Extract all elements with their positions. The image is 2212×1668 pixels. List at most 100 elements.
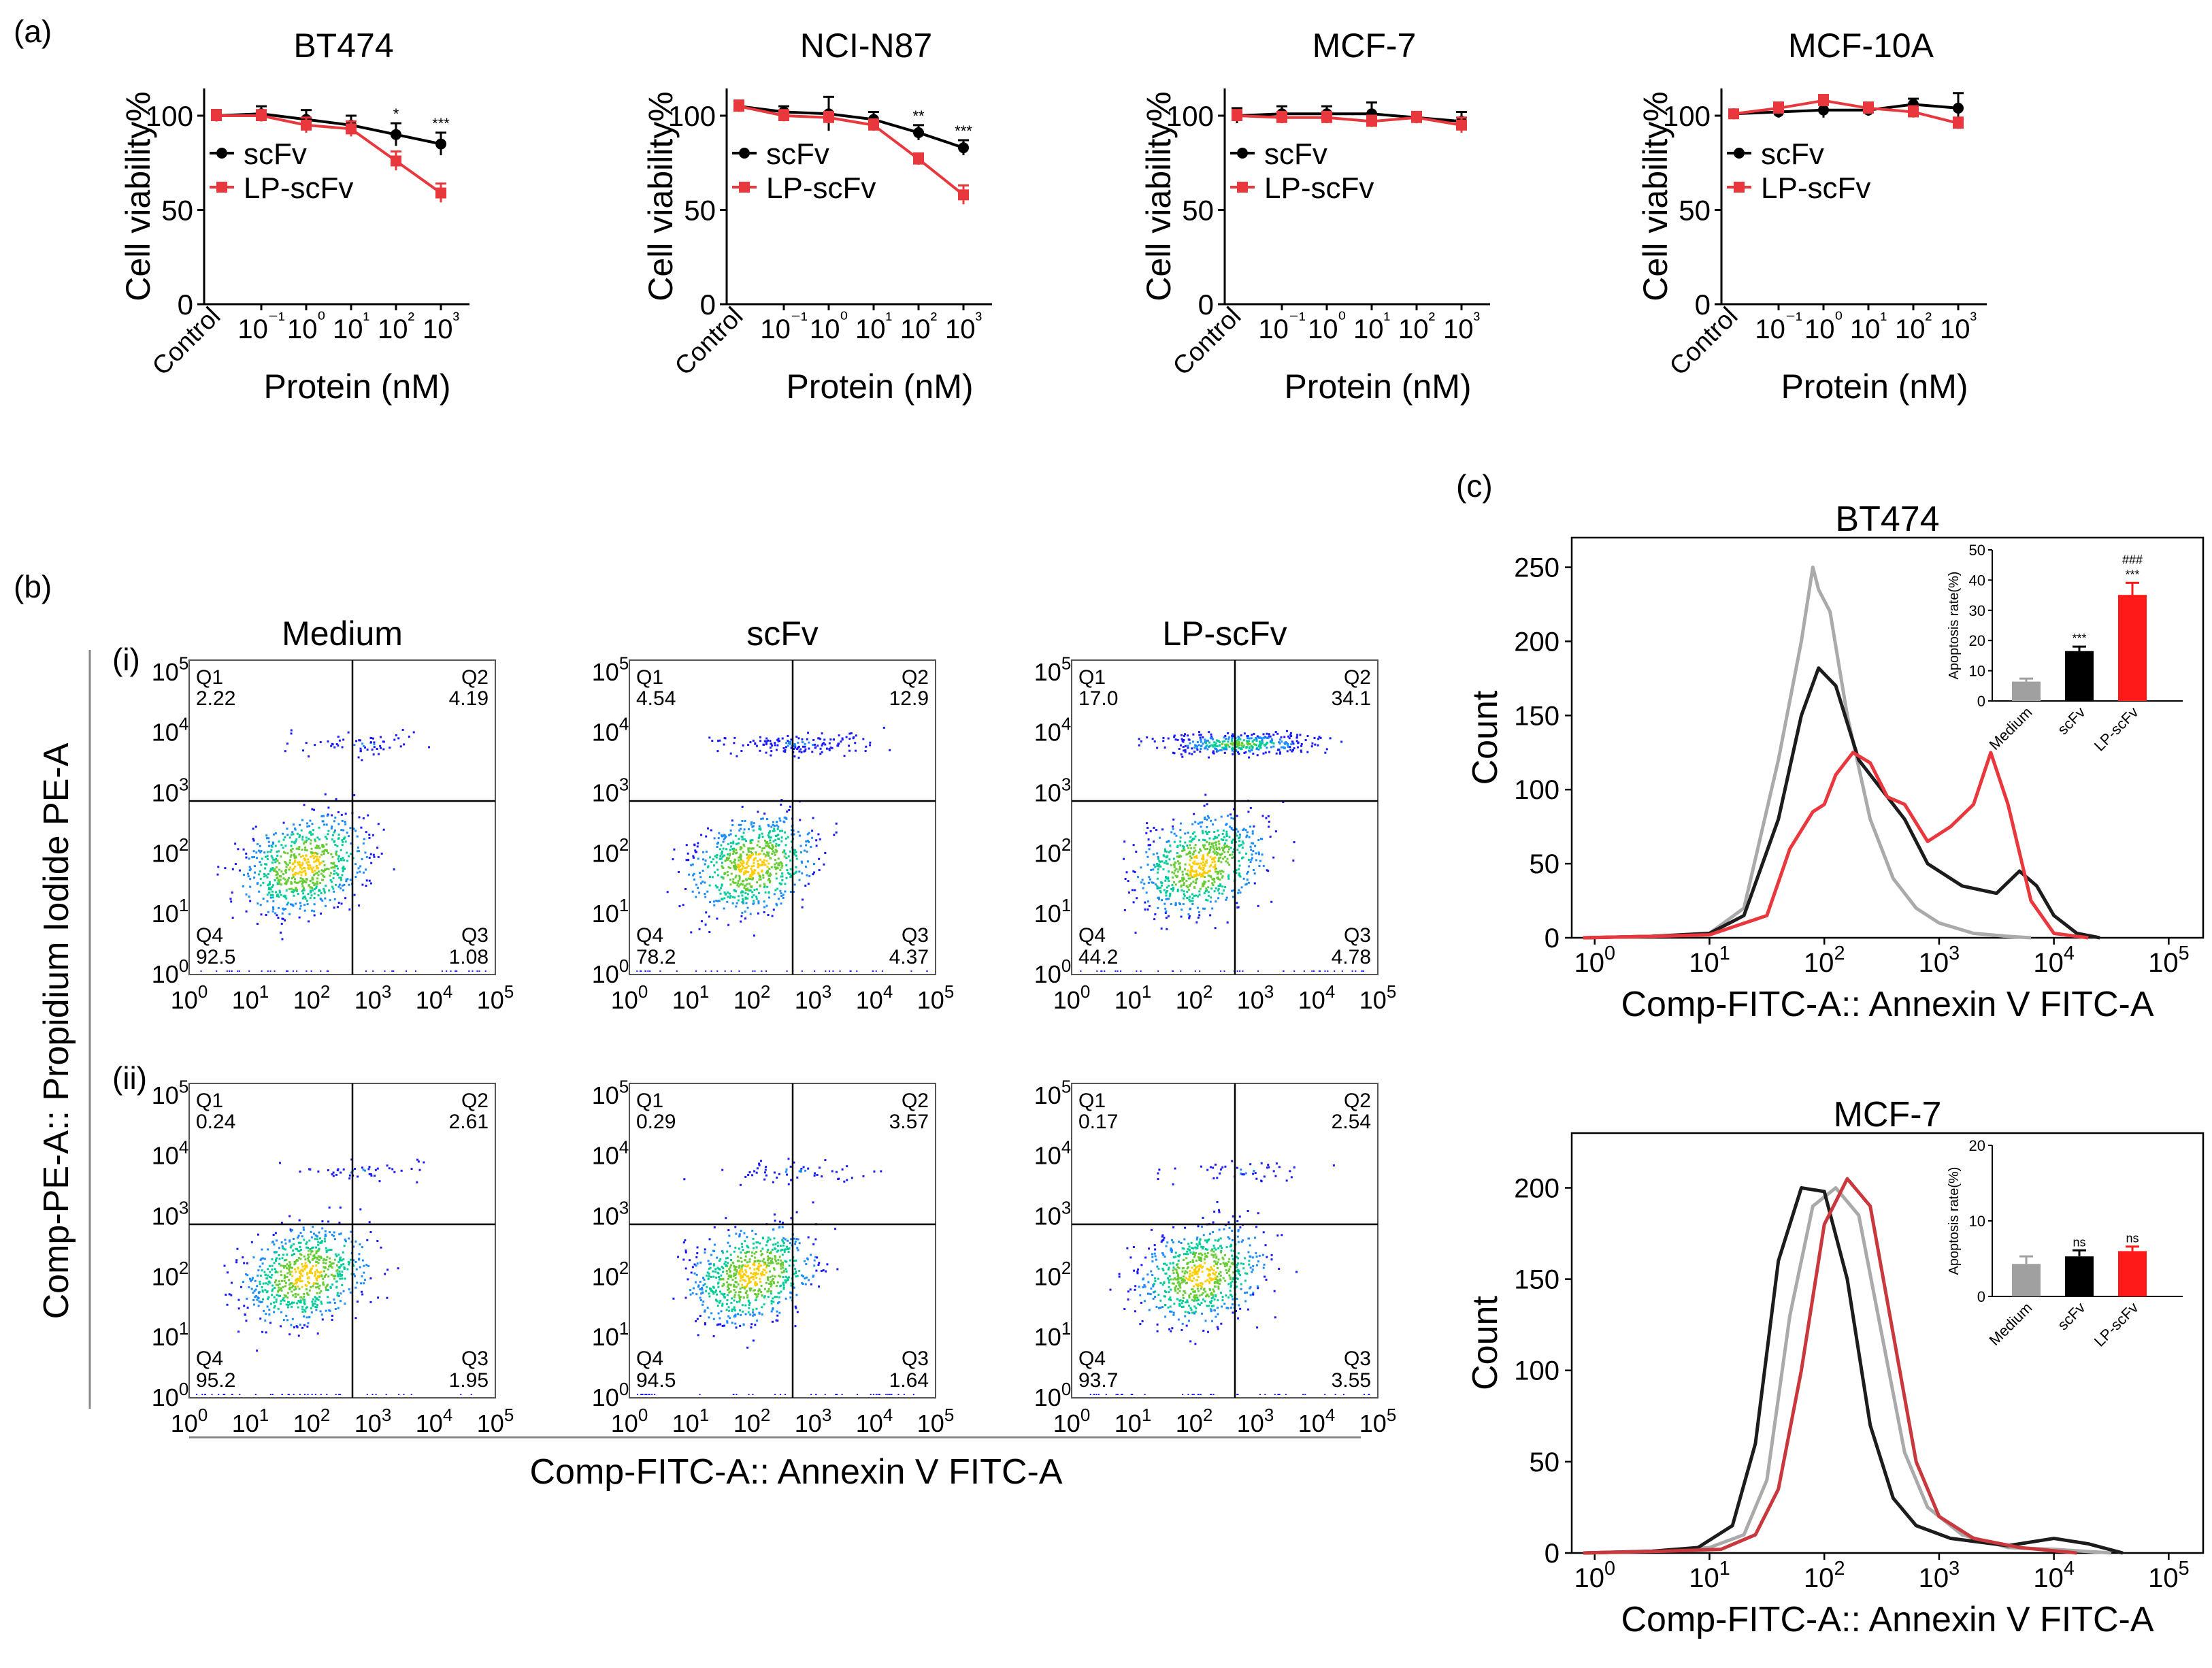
cell-dot xyxy=(1204,794,1207,796)
legend-marker xyxy=(739,182,750,193)
cell-dot xyxy=(1285,730,1288,732)
cell-dot xyxy=(693,878,696,881)
cell-dot xyxy=(793,883,796,886)
cell-dot xyxy=(717,1286,720,1288)
cell-dot xyxy=(1184,841,1187,844)
cell-dot xyxy=(328,1309,331,1311)
cell-dot xyxy=(770,1251,772,1254)
cell-dot xyxy=(808,840,810,843)
cell-dot xyxy=(303,1268,306,1271)
cell-dot xyxy=(369,882,372,885)
cell-dot xyxy=(770,754,772,757)
cell-dot xyxy=(249,1277,252,1280)
cell-dot xyxy=(298,1288,301,1290)
cell-dot xyxy=(295,1247,297,1250)
cell-dot xyxy=(1208,837,1211,840)
cell-dot xyxy=(729,841,732,844)
cell-dot xyxy=(1228,736,1231,739)
cell-dot xyxy=(327,833,329,836)
cell-dot xyxy=(282,877,285,880)
cell-dot xyxy=(808,874,811,877)
x-tick-label: 102 xyxy=(733,983,770,1014)
cell-dot xyxy=(310,839,312,842)
cell-dot xyxy=(301,889,304,892)
quadrant-value-q2: 2.61 xyxy=(449,1111,489,1133)
cell-dot xyxy=(298,1277,301,1280)
cell-dot xyxy=(756,1295,759,1298)
cell-dot xyxy=(358,1258,361,1260)
cell-dot xyxy=(712,1249,714,1252)
cell-dot xyxy=(797,737,800,740)
cell-dot xyxy=(1166,840,1168,843)
cell-dot xyxy=(691,1266,694,1269)
cell-dot xyxy=(785,1260,788,1263)
cell-dot xyxy=(746,1346,749,1349)
cell-dot xyxy=(226,970,228,972)
cell-dot xyxy=(1160,881,1163,884)
cell-dot xyxy=(340,849,342,851)
cell-dot xyxy=(753,1289,756,1292)
y-tick-label: 0 xyxy=(1198,289,1214,321)
cell-dot xyxy=(1299,734,1302,736)
cell-dot xyxy=(274,970,276,972)
cell-dot xyxy=(734,1274,737,1277)
cell-dot xyxy=(1248,749,1251,752)
cell-dot xyxy=(314,847,317,849)
cell-dot xyxy=(727,866,730,868)
cell-dot xyxy=(1160,884,1163,887)
cell-dot xyxy=(780,1264,782,1267)
cell-dot xyxy=(728,1274,731,1277)
cell-dot xyxy=(358,816,361,819)
cell-dot xyxy=(722,1252,725,1254)
cell-dot xyxy=(296,832,299,835)
cell-dot xyxy=(288,1268,291,1271)
y-tick-label: 100 xyxy=(146,100,193,132)
cell-dot xyxy=(1146,908,1149,911)
cell-dot xyxy=(789,850,791,853)
cell-dot xyxy=(266,1305,269,1308)
x-tick-label: 105 xyxy=(1359,983,1396,1014)
cell-dot xyxy=(267,888,270,891)
cell-dot xyxy=(1240,734,1242,737)
cell-dot xyxy=(708,1295,711,1298)
cell-dot xyxy=(342,1258,345,1261)
cell-dot xyxy=(259,1258,262,1261)
cell-dot xyxy=(1194,849,1197,852)
cell-dot xyxy=(1202,858,1205,861)
cell-dot xyxy=(340,1232,342,1235)
cell-dot xyxy=(245,910,248,913)
cell-dot xyxy=(1159,886,1161,889)
cell-dot xyxy=(254,1288,257,1291)
cell-dot xyxy=(744,872,746,874)
cell-dot xyxy=(276,1294,278,1296)
cell-dot xyxy=(767,843,770,845)
cell-dot xyxy=(1151,738,1154,740)
cell-dot xyxy=(841,737,844,740)
cell-dot xyxy=(856,970,858,972)
cell-dot xyxy=(266,855,269,857)
cell-dot xyxy=(787,1183,790,1185)
x-tick-label: 105 xyxy=(917,983,954,1014)
cell-dot xyxy=(730,1259,733,1262)
cell-dot xyxy=(395,734,397,736)
quadrant-value-q3: 1.64 xyxy=(889,1369,929,1392)
cell-dot xyxy=(316,1279,318,1281)
cell-dot xyxy=(276,854,279,857)
cell-dot xyxy=(777,837,780,840)
cell-dot xyxy=(385,1394,387,1395)
cell-dot xyxy=(1157,896,1159,899)
cell-dot xyxy=(308,1259,310,1262)
cell-dot xyxy=(335,1286,338,1289)
cell-dot xyxy=(833,1228,836,1230)
cell-dot xyxy=(735,1326,738,1329)
cell-dot xyxy=(250,1241,253,1243)
quadrant-name: Q1 xyxy=(636,1090,663,1112)
cell-dot xyxy=(774,1258,776,1261)
quadrant-name: Q4 xyxy=(1078,924,1106,947)
cell-dot xyxy=(340,1259,343,1262)
cell-dot xyxy=(362,842,365,845)
cell-dot xyxy=(312,866,315,869)
cell-dot xyxy=(763,883,765,885)
cell-dot xyxy=(746,862,748,865)
cell-dot xyxy=(1193,875,1195,878)
